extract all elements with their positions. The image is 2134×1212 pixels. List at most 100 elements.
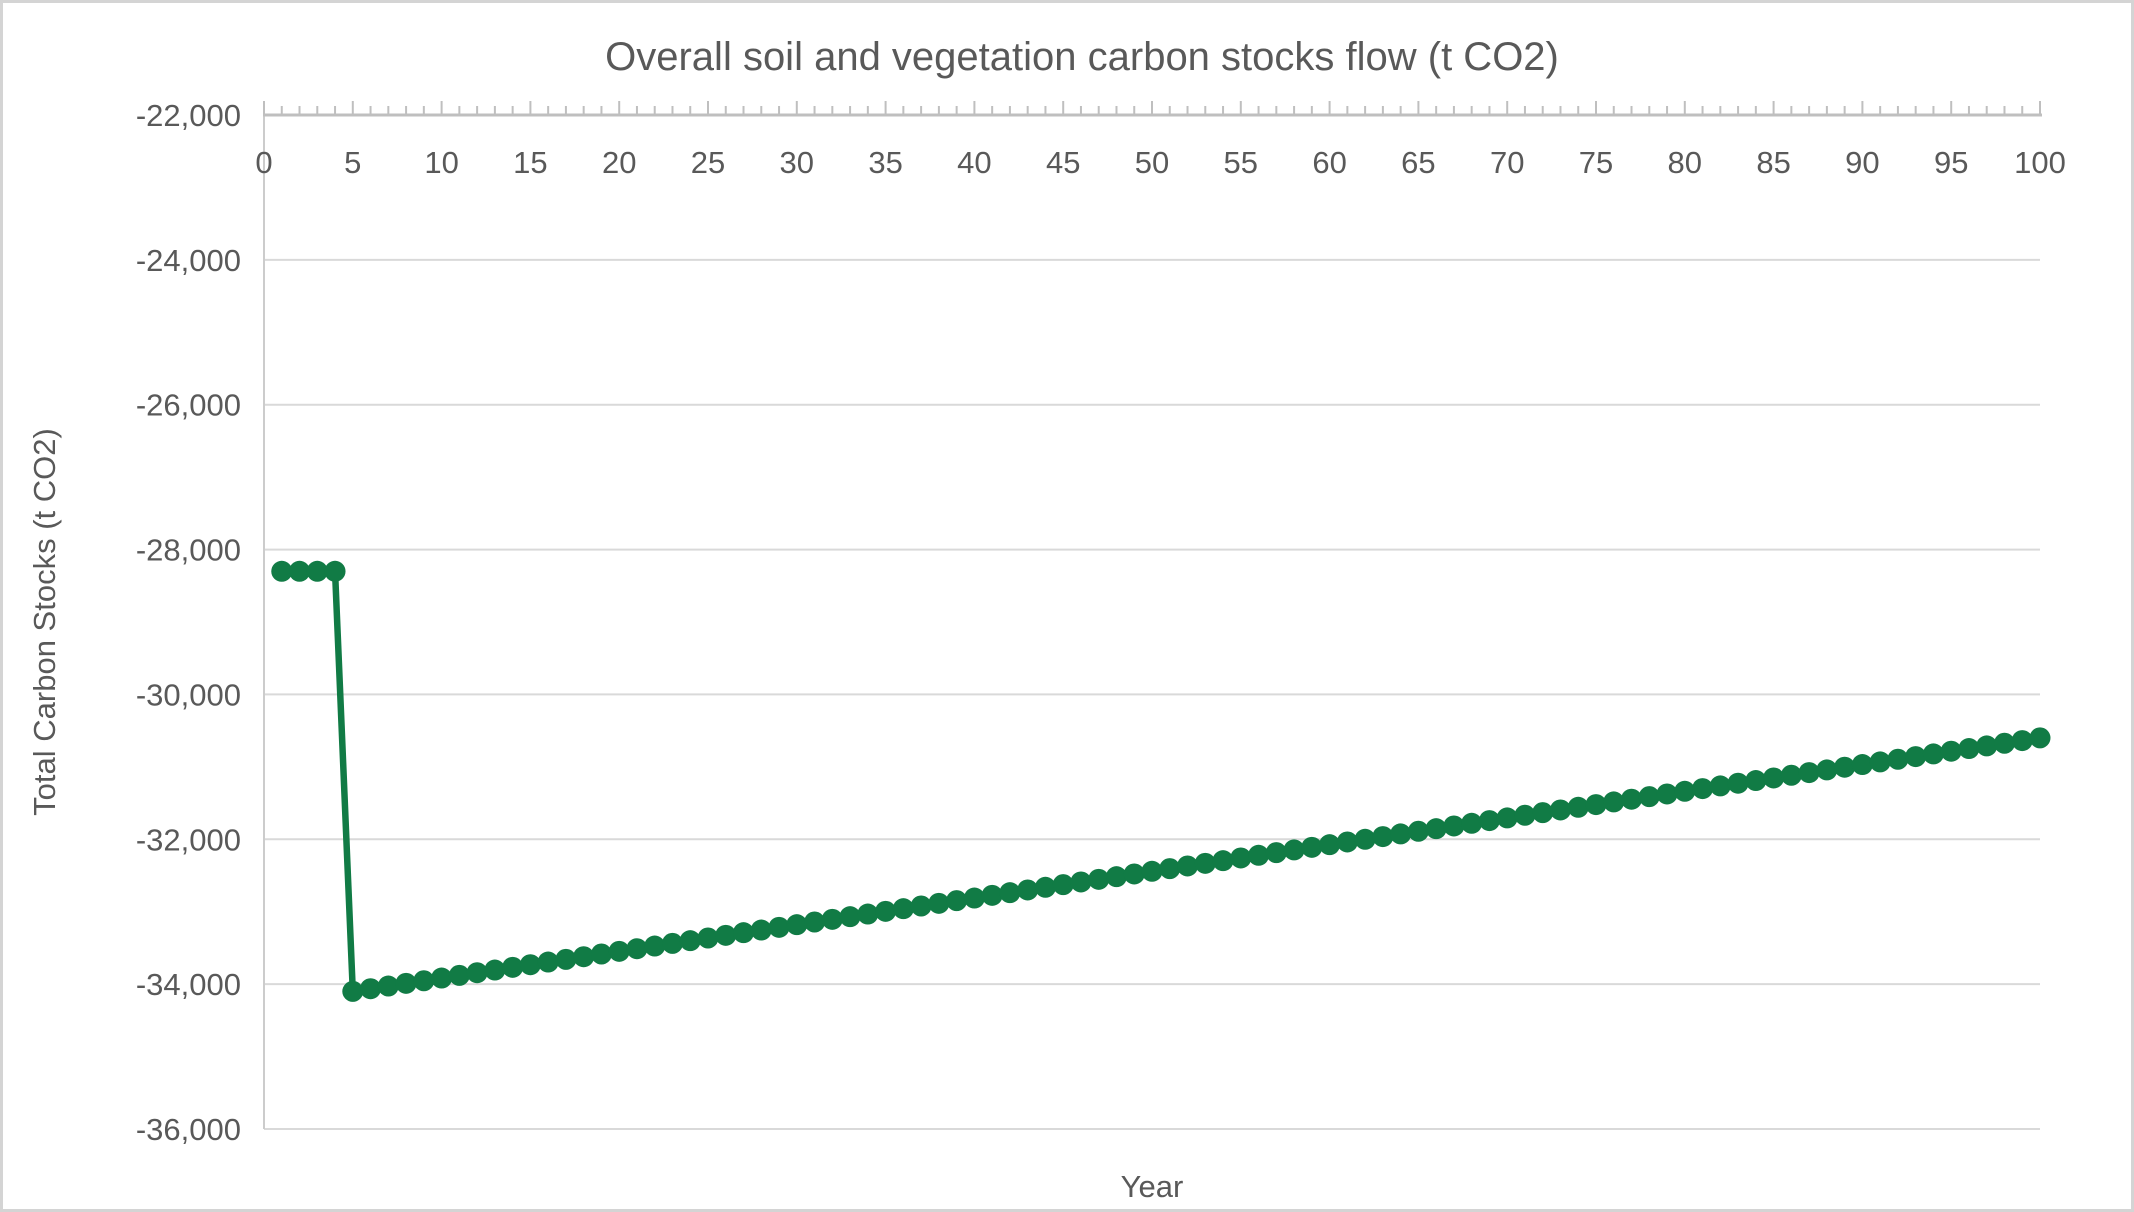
data-point (1017, 879, 1039, 901)
y-tick-label: -26,000 (136, 388, 241, 423)
x-tick-label: 65 (1401, 145, 1435, 180)
data-point (1478, 810, 1500, 832)
data-point (1141, 860, 1163, 882)
data-point (679, 930, 701, 952)
data-point (1461, 812, 1483, 834)
data-point (1976, 735, 1998, 757)
data-point (1674, 780, 1696, 802)
data-point (1319, 834, 1341, 856)
x-tick-label: 55 (1224, 145, 1258, 180)
data-point (1372, 826, 1394, 848)
data-point (1709, 775, 1731, 797)
x-tick-label: 70 (1490, 145, 1524, 180)
data-point (306, 560, 328, 582)
data-point (1958, 738, 1980, 760)
data-point (928, 892, 950, 914)
data-point (1993, 732, 2015, 754)
data-point (342, 980, 364, 1002)
data-point (484, 959, 506, 981)
x-tick-label: 5 (344, 145, 361, 180)
x-tick-label: 35 (868, 145, 902, 180)
data-point (892, 898, 914, 920)
y-tick-label: -32,000 (136, 822, 241, 857)
data-point (1248, 844, 1270, 866)
x-tick-label: 45 (1046, 145, 1080, 180)
data-point (981, 884, 1003, 906)
data-point (839, 906, 861, 928)
y-tick-label: -30,000 (136, 677, 241, 712)
data-point (519, 954, 541, 976)
data-point (644, 935, 666, 957)
data-point (804, 911, 826, 933)
data-point (1745, 770, 1767, 792)
chart-title: Overall soil and vegetation carbon stock… (605, 35, 1559, 79)
data-point (821, 908, 843, 930)
data-point (1034, 876, 1056, 898)
data-point (1265, 842, 1287, 864)
data-point (573, 946, 595, 968)
data-point (1834, 756, 1856, 778)
x-tick-label: 25 (691, 145, 725, 180)
x-tick-label: 10 (424, 145, 458, 180)
data-point (2029, 727, 2051, 749)
x-tick-label: 40 (957, 145, 991, 180)
data-point (271, 560, 293, 582)
data-point (395, 972, 417, 994)
data-point (324, 560, 346, 582)
data-point (999, 882, 1021, 904)
data-point (733, 922, 755, 944)
data-point (910, 895, 932, 917)
data-point (377, 975, 399, 997)
y-tick-label: -28,000 (136, 533, 241, 568)
y-tick-label: -22,000 (136, 98, 241, 133)
data-point (626, 938, 648, 960)
data-point (360, 978, 382, 1000)
data-point (1283, 839, 1305, 861)
data-point (502, 956, 524, 978)
data-point (1123, 863, 1145, 885)
data-point (1496, 807, 1518, 829)
x-tick-label: 75 (1579, 145, 1613, 180)
data-point (448, 964, 470, 986)
data-point (1869, 751, 1891, 773)
data-point (2011, 730, 2033, 752)
data-point (1887, 748, 1909, 770)
data-point (1336, 831, 1358, 853)
data-point (750, 919, 772, 941)
data-point (875, 900, 897, 922)
x-tick-label: 85 (1756, 145, 1790, 180)
data-point (1354, 828, 1376, 850)
data-point (466, 962, 488, 984)
data-point (1585, 794, 1607, 816)
x-tick-label: 95 (1934, 145, 1968, 180)
data-point (1816, 759, 1838, 781)
data-point (1763, 767, 1785, 789)
data-point (1567, 796, 1589, 818)
data-point (1514, 804, 1536, 826)
data-point (1230, 847, 1252, 869)
data-point (1603, 791, 1625, 813)
y-tick-label: -36,000 (136, 1112, 241, 1147)
data-point (1212, 850, 1234, 872)
x-tick-label: 15 (513, 145, 547, 180)
x-tick-label: 90 (1845, 145, 1879, 180)
data-point (1656, 783, 1678, 805)
x-tick-label: 50 (1135, 145, 1169, 180)
data-point (697, 927, 719, 949)
data-point (1443, 815, 1465, 837)
data-point (1638, 786, 1660, 808)
data-point (1194, 852, 1216, 874)
data-point (590, 943, 612, 965)
data-point (1159, 858, 1181, 880)
data-point (1727, 772, 1749, 794)
data-point (1425, 818, 1447, 840)
data-point (786, 914, 808, 936)
data-point (1052, 874, 1074, 896)
data-point (537, 951, 559, 973)
data-point (1390, 823, 1412, 845)
data-point (1549, 799, 1571, 821)
data-point (1922, 743, 1944, 765)
x-tick-label: 80 (1668, 145, 1702, 180)
plot-area: 0 5 10 15 20 25 30 35 40 45 50 55 60 65 70 75 80 85 90 95 10… (136, 98, 2066, 1147)
